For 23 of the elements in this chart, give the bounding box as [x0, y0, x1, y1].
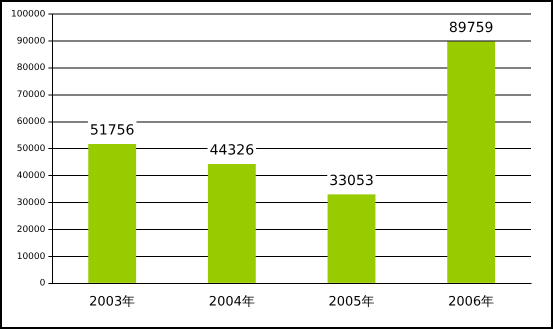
y-tick-label: 70000 — [16, 90, 46, 100]
data-label: 51756 — [90, 122, 135, 139]
y-tick-label: 20000 — [16, 224, 46, 235]
bar — [447, 42, 496, 283]
bar — [208, 164, 256, 283]
x-tick-label: 2005年 — [328, 294, 375, 310]
x-tick-label: 2003年 — [89, 294, 136, 310]
data-label: 89759 — [448, 20, 494, 36]
x-tick-label: 2006年 — [448, 294, 494, 310]
y-tick-label: 40000 — [16, 170, 46, 181]
x-tick-label: 2004年 — [208, 294, 255, 310]
y-tick-label: 80000 — [16, 63, 46, 74]
y-tick-label: 100000 — [10, 9, 46, 20]
y-tick-label: 30000 — [16, 198, 46, 208]
y-tick-label: 10000 — [16, 252, 46, 262]
y-tick-label: 50000 — [16, 144, 46, 154]
y-tick-label: 0 — [40, 278, 46, 289]
data-label: 33053 — [329, 172, 374, 189]
data-label: 44326 — [210, 142, 254, 159]
y-tick-label: 60000 — [16, 117, 46, 128]
bar — [88, 144, 136, 283]
y-tick-label: 90000 — [16, 36, 46, 46]
bar — [328, 194, 376, 283]
